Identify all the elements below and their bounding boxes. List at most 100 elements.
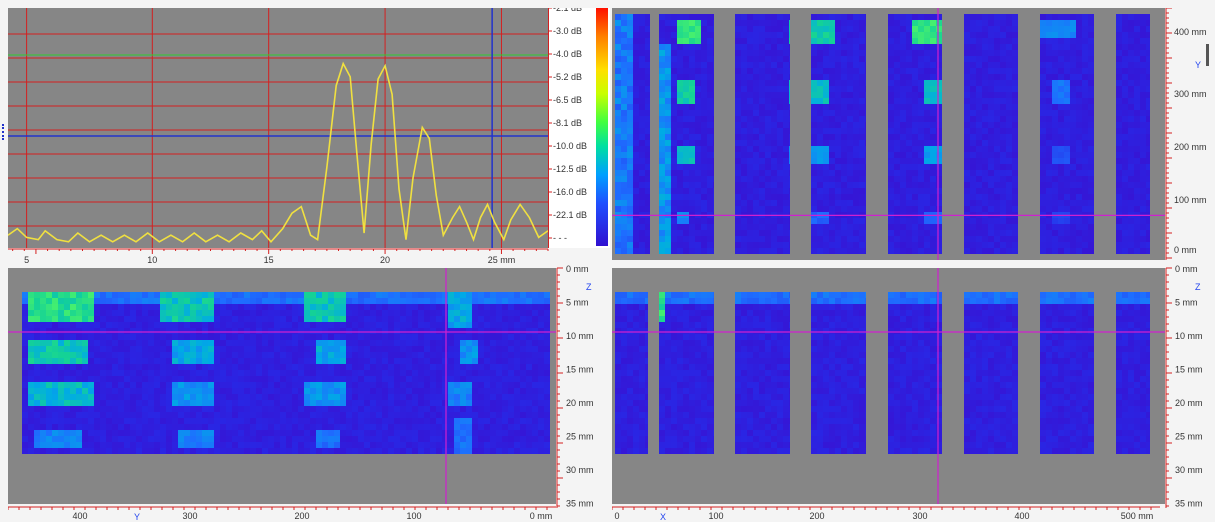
bscan-cell bbox=[352, 424, 358, 430]
bscan-cell bbox=[334, 292, 340, 298]
bscan-cell bbox=[484, 412, 490, 418]
cscan-cell bbox=[753, 224, 759, 230]
bscan-cell bbox=[88, 346, 94, 352]
cscan-cell bbox=[924, 146, 930, 152]
cscan-cell bbox=[701, 230, 707, 236]
cscan-cell bbox=[912, 128, 918, 134]
bscan-cell bbox=[244, 328, 250, 334]
bscan-cell bbox=[490, 328, 496, 334]
cscan-cell bbox=[964, 50, 970, 56]
ascan-plot[interactable] bbox=[8, 8, 548, 248]
cscan-cell bbox=[853, 56, 859, 62]
bscan-cell bbox=[34, 316, 40, 322]
bscan-cell bbox=[82, 376, 88, 382]
bscan-cell bbox=[202, 394, 208, 400]
cscan-cell bbox=[817, 80, 823, 86]
cscan-cell bbox=[1052, 224, 1058, 230]
cscan-cell bbox=[677, 74, 683, 80]
bscan-cell bbox=[406, 358, 412, 364]
cscan-cell bbox=[1000, 140, 1006, 146]
cscan-cell bbox=[683, 194, 689, 200]
bscan-cell bbox=[82, 388, 88, 394]
bscan-cell bbox=[304, 292, 310, 298]
bscan-cell bbox=[502, 358, 508, 364]
cscan-cell bbox=[777, 128, 783, 134]
cscan-plot[interactable] bbox=[612, 8, 1165, 260]
bscan-cell bbox=[304, 328, 310, 334]
bscan-cell bbox=[502, 412, 508, 418]
cscan-cell bbox=[918, 242, 924, 248]
cscan-cell bbox=[771, 56, 777, 62]
cscan-cell bbox=[789, 134, 790, 140]
bscan-cell bbox=[58, 346, 64, 352]
cscan-cell bbox=[777, 134, 783, 140]
bscan-cell bbox=[442, 418, 448, 424]
cscan-cell bbox=[671, 164, 677, 170]
cscan-cell bbox=[976, 242, 982, 248]
bscan-cell bbox=[412, 424, 418, 430]
cscan-cell bbox=[936, 122, 942, 128]
cscan-cell bbox=[1128, 140, 1134, 146]
cscan-cell bbox=[900, 116, 906, 122]
bscan-cell bbox=[448, 292, 454, 298]
cscan-cell bbox=[701, 176, 707, 182]
cscan-cell bbox=[1052, 98, 1058, 104]
bscan-cell bbox=[64, 352, 70, 358]
bscan-cell bbox=[166, 322, 172, 328]
cscan-cell bbox=[988, 146, 994, 152]
bscan-cell bbox=[262, 358, 268, 364]
cscan-cell bbox=[777, 92, 783, 98]
cscan-cell bbox=[1046, 200, 1052, 206]
cscan-cell bbox=[713, 92, 714, 98]
bscan-cell bbox=[220, 292, 226, 298]
bscan-cell bbox=[520, 292, 526, 298]
cscan-cell bbox=[747, 152, 753, 158]
bscan-left-plot[interactable] bbox=[8, 268, 556, 504]
cscan-cell bbox=[894, 50, 900, 56]
cscan-cell bbox=[835, 68, 841, 74]
bscan-cell bbox=[520, 334, 526, 340]
cscan-cell bbox=[1012, 236, 1018, 242]
bscan-cell bbox=[520, 370, 526, 376]
cscan-cell bbox=[1058, 134, 1064, 140]
cscan-cell bbox=[888, 218, 894, 224]
cscan-cell bbox=[853, 20, 859, 26]
cscan-cell bbox=[964, 62, 970, 68]
cscan-cell bbox=[659, 170, 665, 176]
bscan-cell bbox=[112, 358, 118, 364]
bscan-cell bbox=[274, 394, 280, 400]
bscan-cell bbox=[196, 364, 202, 370]
cscan-cell bbox=[1140, 158, 1146, 164]
cscan-cell bbox=[671, 128, 677, 134]
bscan-cell bbox=[196, 370, 202, 376]
cscan-cell bbox=[713, 134, 714, 140]
bscan-cell bbox=[406, 418, 412, 424]
cscan-cell bbox=[1006, 86, 1012, 92]
cscan-cell bbox=[930, 158, 936, 164]
bscan-cell bbox=[304, 334, 310, 340]
bscan-cell bbox=[232, 310, 238, 316]
bscan-cell bbox=[352, 322, 358, 328]
cscan-cell bbox=[918, 200, 924, 206]
cscan-cell bbox=[689, 242, 695, 248]
bscan-cell bbox=[382, 400, 388, 406]
cscan-cell bbox=[811, 182, 817, 188]
cscan-cell bbox=[753, 248, 759, 254]
ascan-side-marker[interactable] bbox=[2, 124, 8, 140]
bscan-cell bbox=[52, 322, 58, 328]
cscan-cell bbox=[689, 116, 695, 122]
bscan-cell bbox=[148, 334, 154, 340]
bscan-cell bbox=[286, 412, 292, 418]
bscan-cell bbox=[64, 358, 70, 364]
cscan-cell bbox=[645, 218, 650, 224]
bscan-cell bbox=[364, 364, 370, 370]
cscan-cell bbox=[1012, 98, 1018, 104]
bscan-cell bbox=[34, 418, 40, 424]
cscan-cell bbox=[695, 98, 701, 104]
cscan-cell bbox=[1000, 152, 1006, 158]
bscan-cell bbox=[202, 358, 208, 364]
cscan-cell bbox=[615, 32, 621, 38]
bscan-cell bbox=[184, 430, 190, 436]
cscan-cell bbox=[1064, 164, 1070, 170]
bscan-cell bbox=[136, 430, 142, 436]
